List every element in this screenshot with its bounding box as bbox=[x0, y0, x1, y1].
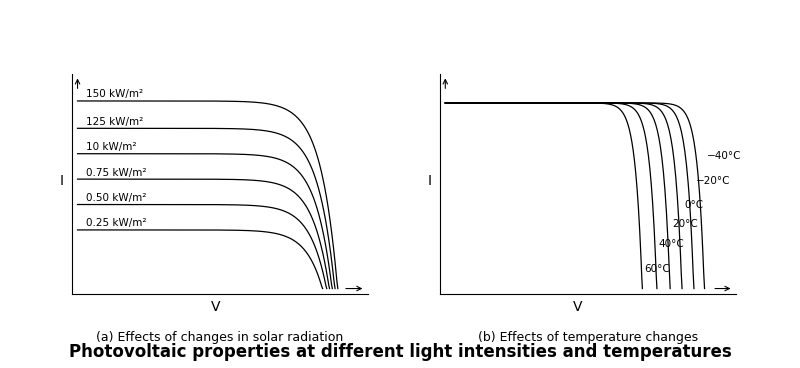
Text: (b) Effects of temperature changes: (b) Effects of temperature changes bbox=[478, 331, 698, 344]
Text: (a) Effects of changes in solar radiation: (a) Effects of changes in solar radiatio… bbox=[96, 331, 344, 344]
Text: 0.75 kW/m²: 0.75 kW/m² bbox=[86, 167, 146, 177]
Text: I: I bbox=[428, 174, 432, 188]
Text: 60°C: 60°C bbox=[644, 264, 670, 274]
Text: 150 kW/m²: 150 kW/m² bbox=[86, 89, 143, 99]
Text: 0.25 kW/m²: 0.25 kW/m² bbox=[86, 218, 146, 229]
Text: −20°C: −20°C bbox=[696, 176, 731, 186]
Text: 125 kW/m²: 125 kW/m² bbox=[86, 117, 143, 127]
Text: 0°C: 0°C bbox=[685, 199, 703, 209]
Text: 40°C: 40°C bbox=[659, 238, 685, 249]
Text: 10 kW/m²: 10 kW/m² bbox=[86, 142, 136, 152]
Text: 0.50 kW/m²: 0.50 kW/m² bbox=[86, 193, 146, 203]
Text: 20°C: 20°C bbox=[672, 219, 698, 229]
Text: Photovoltaic properties at different light intensities and temperatures: Photovoltaic properties at different lig… bbox=[69, 343, 731, 361]
Text: V: V bbox=[573, 300, 582, 314]
Text: I: I bbox=[60, 174, 64, 188]
Text: −40°C: −40°C bbox=[707, 151, 742, 161]
Text: V: V bbox=[211, 300, 221, 314]
